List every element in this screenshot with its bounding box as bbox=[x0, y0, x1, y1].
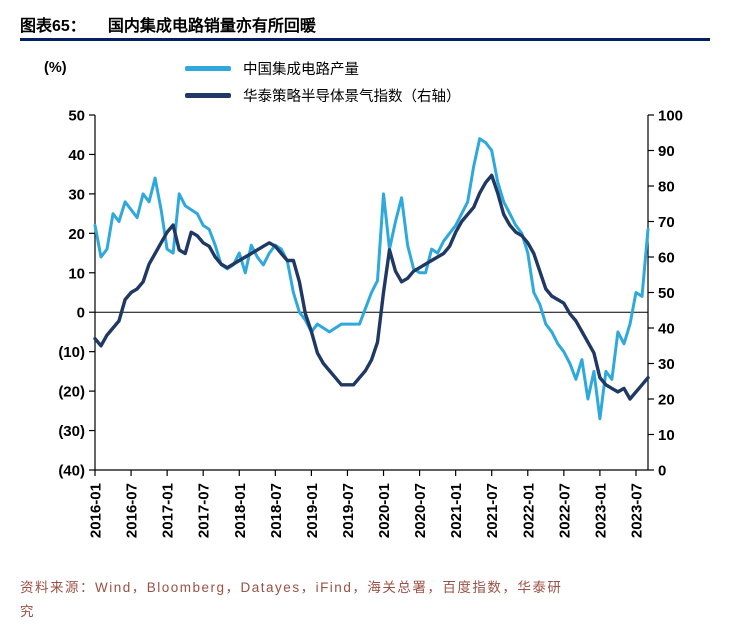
y-right-tick-label: 60 bbox=[658, 250, 675, 267]
source-note: 资料来源：Wind，Bloomberg，Datayes，iFind，海关总署，百… bbox=[20, 576, 712, 625]
left-axis-unit-label: (%) bbox=[44, 60, 67, 76]
x-axis: 2016-01 2016-07 2017-01 2017-07 2018-01 2018-… bbox=[88, 470, 645, 538]
legend-label-index: 华泰策略半导体景气指数（右轴） bbox=[243, 89, 461, 105]
y-left-tick-label: 40 bbox=[68, 147, 85, 164]
y-left-tick-label: 20 bbox=[68, 226, 85, 243]
x-tick-label: 2017-07 bbox=[196, 483, 213, 538]
y-left-tick-label: (40) bbox=[58, 463, 85, 480]
x-tick-label: 2016-01 bbox=[88, 483, 105, 538]
y-left-tick-label: 10 bbox=[68, 265, 85, 282]
x-tick-label: 2019-01 bbox=[304, 483, 321, 538]
legend: 中国集成电路产量 华泰策略半导体景气指数（右轴） bbox=[185, 55, 461, 109]
chart-header: 图表65： 国内集成电路销量亦有所回暖 bbox=[20, 12, 316, 36]
y-right-tick-label: 20 bbox=[658, 392, 675, 409]
y-left-tick-label: 0 bbox=[77, 305, 85, 322]
y-right-tick-label: 0 bbox=[658, 463, 666, 480]
source-note-line1: 资料来源：Wind，Bloomberg，Datayes，iFind，海关总署，百… bbox=[20, 580, 563, 595]
page-title: 国内集成电路销量亦有所回暖 bbox=[107, 18, 316, 35]
chart-area: 50 40 30 20 10 0 (10) (20) (30) (40) 100 90 80 70 60 50… bbox=[0, 95, 730, 570]
legend-line-swatch-index bbox=[185, 93, 231, 98]
legend-label-production: 中国集成电路产量 bbox=[243, 62, 359, 78]
x-tick-label: 2023-07 bbox=[628, 483, 645, 538]
legend-item-index: 华泰策略半导体景气指数（右轴） bbox=[185, 82, 461, 109]
y-left-tick-label: (30) bbox=[58, 423, 85, 440]
x-tick-label: 2021-07 bbox=[484, 483, 501, 538]
figure-number: 图表65： bbox=[20, 18, 86, 35]
y-right-tick-label: 70 bbox=[658, 214, 675, 231]
legend-line-swatch-production bbox=[185, 66, 231, 71]
y-right-tick-label: 10 bbox=[658, 427, 675, 444]
y-right-tick-label: 30 bbox=[658, 356, 675, 373]
x-tick-label: 2022-07 bbox=[556, 483, 573, 538]
x-tick-label: 2018-07 bbox=[268, 483, 285, 538]
x-tick-label: 2019-07 bbox=[340, 483, 357, 538]
x-tick-label: 2017-01 bbox=[160, 483, 177, 538]
series-line-index bbox=[93, 173, 650, 401]
y-axis-left: 50 40 30 20 10 0 (10) (20) (30) (40) bbox=[58, 108, 95, 480]
legend-item-production: 中国集成电路产量 bbox=[185, 55, 461, 82]
x-tick-label: 2021-01 bbox=[448, 483, 465, 538]
y-right-tick-label: 50 bbox=[658, 285, 675, 302]
x-tick-label: 2023-01 bbox=[592, 483, 609, 538]
x-tick-label: 2016-07 bbox=[124, 483, 141, 538]
y-left-tick-label: (20) bbox=[58, 384, 85, 401]
y-right-tick-label: 80 bbox=[658, 179, 675, 196]
source-note-line2: 究 bbox=[20, 604, 35, 620]
y-right-tick-label: 100 bbox=[658, 108, 683, 125]
y-left-tick-label: 50 bbox=[68, 108, 85, 125]
x-tick-label: 2020-01 bbox=[376, 483, 393, 538]
y-left-tick-label: 30 bbox=[68, 186, 85, 203]
x-tick-label: 2018-01 bbox=[232, 483, 249, 538]
x-tick-label: 2022-01 bbox=[520, 483, 537, 538]
y-right-tick-label: 90 bbox=[658, 143, 675, 160]
title-underline bbox=[20, 38, 710, 41]
y-right-tick-label: 40 bbox=[658, 321, 675, 338]
series-line-production bbox=[93, 137, 650, 421]
x-tick-label: 2020-07 bbox=[412, 483, 429, 538]
line-chart: 50403020100(10)(20)(30)(40)1009080706050… bbox=[58, 108, 683, 539]
y-left-tick-label: (10) bbox=[58, 344, 85, 361]
